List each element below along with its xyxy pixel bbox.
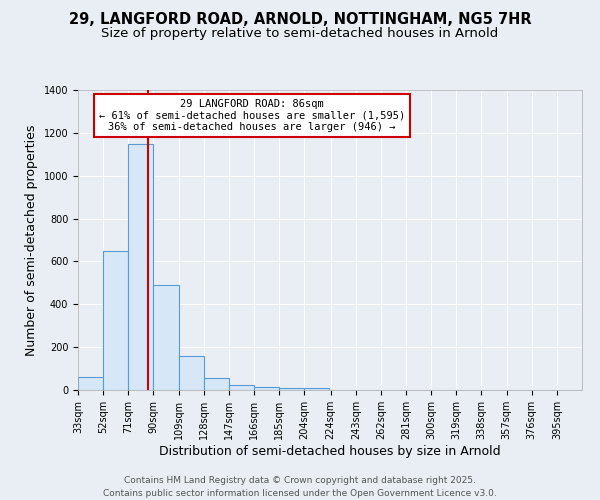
- Text: 29 LANGFORD ROAD: 86sqm
← 61% of semi-detached houses are smaller (1,595)
36% of: 29 LANGFORD ROAD: 86sqm ← 61% of semi-de…: [99, 99, 405, 132]
- Bar: [179, 356, 203, 390]
- Text: Size of property relative to semi-detached houses in Arnold: Size of property relative to semi-detach…: [101, 28, 499, 40]
- Bar: [154, 285, 179, 390]
- Text: Contains HM Land Registry data © Crown copyright and database right 2025.
Contai: Contains HM Land Registry data © Crown c…: [103, 476, 497, 498]
- Y-axis label: Number of semi-detached properties: Number of semi-detached properties: [25, 124, 38, 356]
- Bar: [78, 377, 103, 390]
- Bar: [203, 378, 229, 390]
- Bar: [254, 387, 279, 390]
- Bar: [279, 388, 304, 390]
- Text: 29, LANGFORD ROAD, ARNOLD, NOTTINGHAM, NG5 7HR: 29, LANGFORD ROAD, ARNOLD, NOTTINGHAM, N…: [68, 12, 532, 28]
- Bar: [128, 144, 154, 390]
- X-axis label: Distribution of semi-detached houses by size in Arnold: Distribution of semi-detached houses by …: [159, 444, 501, 458]
- Bar: [229, 384, 254, 390]
- Bar: [304, 388, 329, 390]
- Bar: [103, 250, 128, 390]
